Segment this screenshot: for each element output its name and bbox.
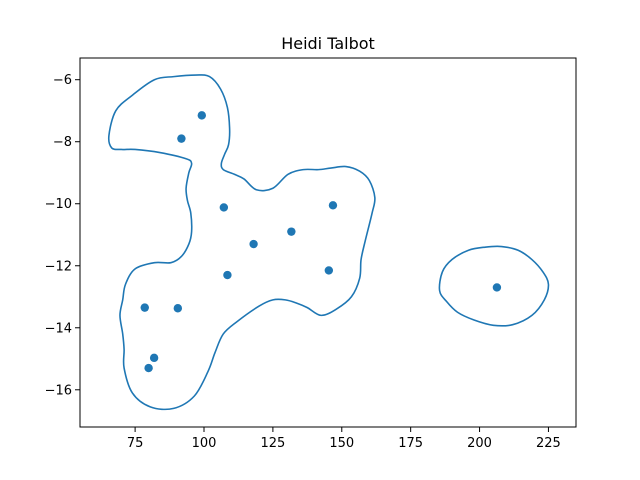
- x-tick-label: 200: [467, 436, 492, 451]
- scatter-point-6: [249, 239, 258, 249]
- y-tick-label: −6: [53, 73, 72, 88]
- scatter-point-5: [287, 227, 296, 236]
- x-tick-label: 75: [127, 436, 144, 451]
- scatter-point-11: [149, 353, 159, 363]
- x-axis: 75 100 125 150 175 200 225: [127, 427, 561, 451]
- density-contour-1: [107, 74, 376, 411]
- plot-area: [107, 74, 550, 411]
- scatter-point-9: [140, 303, 149, 312]
- scatter-point-1: [197, 111, 206, 120]
- y-axis: −16 −14 −12 −10 −8 −6: [45, 73, 80, 398]
- x-tick-label: 150: [329, 436, 354, 451]
- scatter-point-7: [223, 270, 232, 280]
- scatter-point-8: [324, 266, 334, 275]
- scatter-point-2: [177, 134, 186, 143]
- scatter-point-10: [173, 304, 183, 313]
- x-tick-label: 175: [398, 436, 423, 451]
- density-contour-2: [438, 245, 550, 327]
- y-tick-label: −8: [53, 135, 72, 150]
- x-tick-label: 225: [536, 436, 561, 451]
- x-tick-label: 100: [192, 436, 217, 451]
- x-tick-label: 125: [260, 436, 285, 451]
- y-tick-label: −12: [45, 259, 72, 274]
- scatter-point-13: [492, 283, 502, 292]
- scatter-point-12: [144, 363, 153, 373]
- scatter-point-4: [328, 201, 338, 210]
- y-tick-label: −10: [45, 197, 72, 212]
- y-tick-label: −14: [45, 321, 72, 336]
- chart-title: Heidi Talbot: [281, 34, 375, 53]
- axes-frame: [79, 57, 577, 428]
- y-tick-label: −16: [45, 383, 72, 398]
- scatter-point-3: [219, 203, 229, 212]
